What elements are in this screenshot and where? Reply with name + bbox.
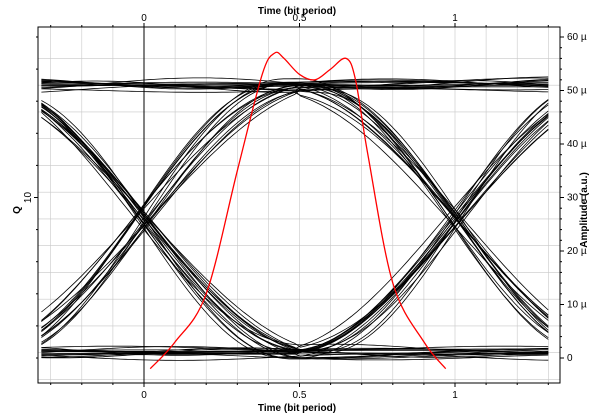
x-bottom-tick-label: 1 <box>452 390 458 401</box>
eye-trace <box>41 81 549 86</box>
y-axis-title-right: Amplitude (a.u.) <box>579 172 590 248</box>
y-right-tick-label: 0 <box>567 353 573 364</box>
y-right-tick-label: 40 µ <box>567 139 587 150</box>
eye-trace <box>41 114 549 354</box>
eye-trace <box>41 106 549 350</box>
eye-trace <box>41 89 549 322</box>
y-axis-title-left: Q <box>12 206 23 214</box>
x-axis-title-top: Time (bit period) <box>258 6 336 17</box>
x-bottom-tick-label: 0 <box>141 390 147 401</box>
x-bottom-tick-label: 0.5 <box>293 390 307 401</box>
y-right-tick-label: 20 µ <box>567 246 587 257</box>
eye-trace <box>41 86 549 336</box>
eye-trace <box>41 83 549 87</box>
y-left-tick-label: 10 <box>23 192 34 204</box>
q-factor-curve <box>149 51 447 370</box>
x-top-tick-label: 0 <box>141 13 147 24</box>
eye-trace <box>41 351 549 355</box>
y-right-tick-label: 50 µ <box>567 86 587 97</box>
x-top-tick-label: 1 <box>452 13 458 24</box>
eye-traces <box>41 76 549 361</box>
eye-trace <box>41 82 549 313</box>
eye-trace <box>41 353 549 361</box>
y-right-tick-label: 10 µ <box>567 300 587 311</box>
eye-trace <box>41 106 549 357</box>
y-right-tick-label: 60 µ <box>567 32 587 43</box>
y-right-tick-label: 30 µ <box>567 193 587 204</box>
x-top-tick-label: 0.5 <box>293 13 307 24</box>
eye-trace <box>41 78 549 89</box>
x-axis-title-bottom: Time (bit period) <box>258 403 336 414</box>
eye-trace <box>41 116 549 348</box>
eye-trace <box>41 77 549 321</box>
eye-trace <box>41 108 549 359</box>
